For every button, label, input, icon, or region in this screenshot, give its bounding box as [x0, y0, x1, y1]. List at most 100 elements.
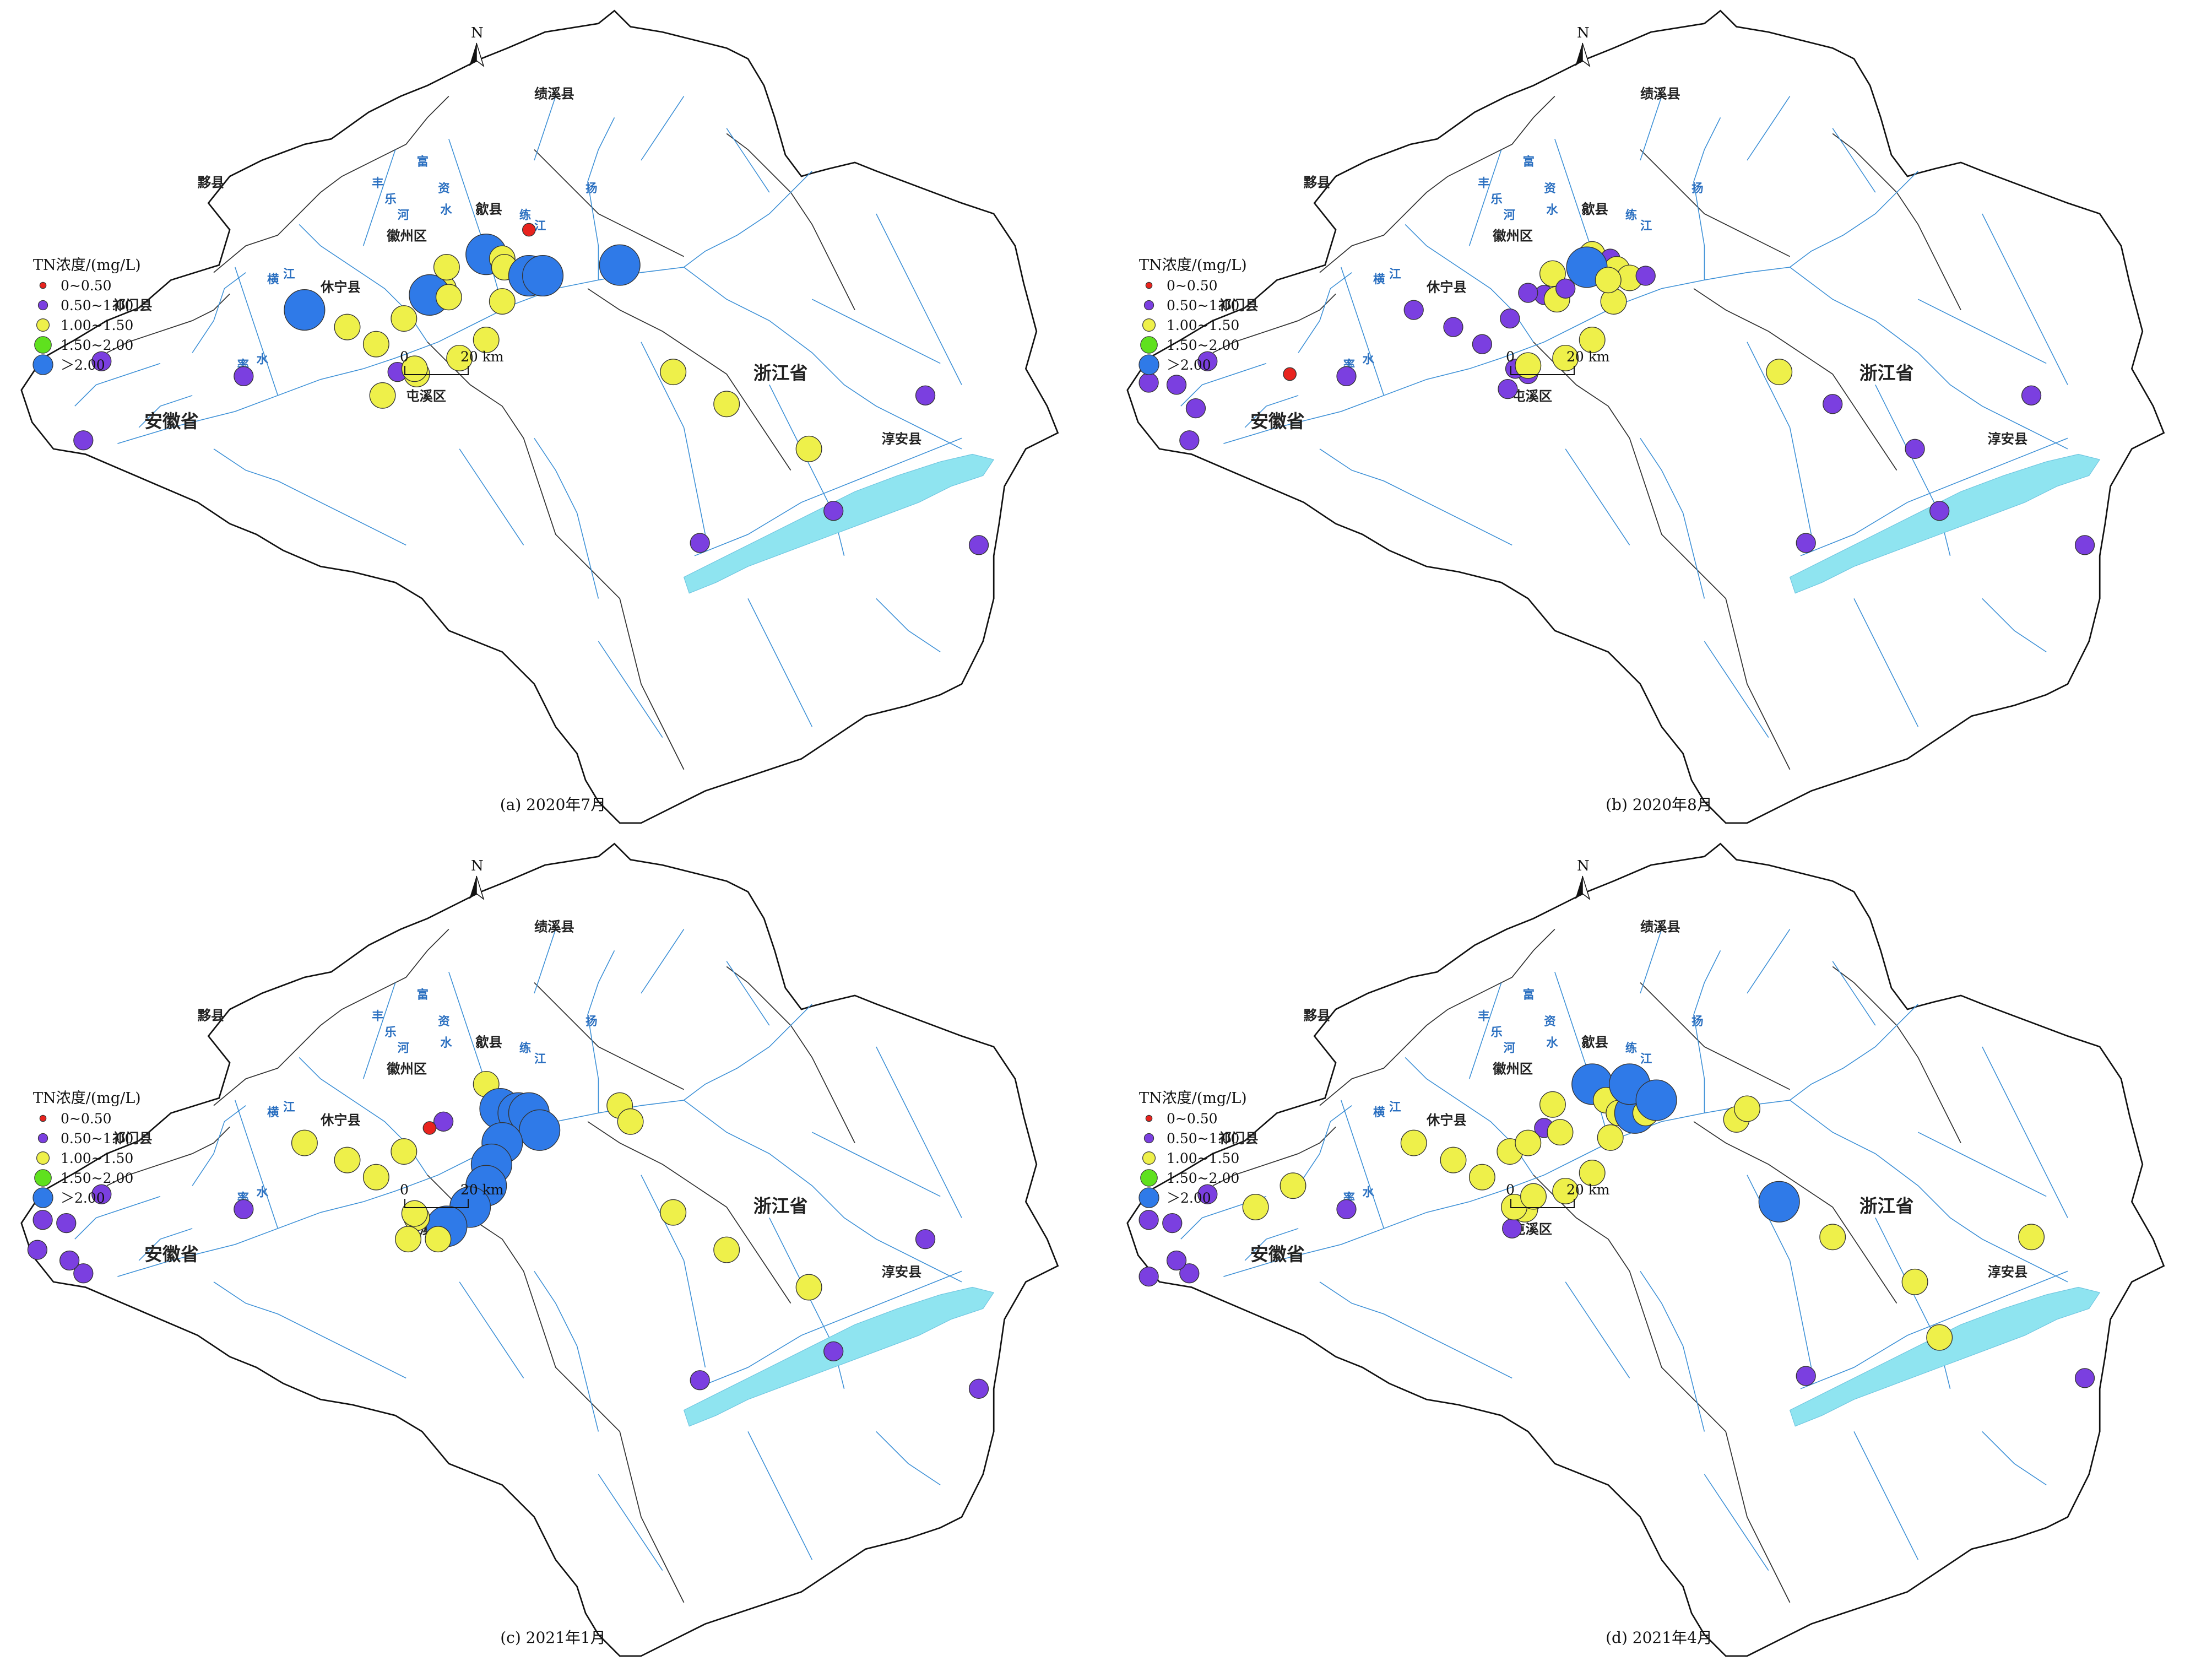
river-line	[138, 395, 193, 428]
river-label-heng: 江	[1389, 267, 1401, 281]
legend-swatch	[32, 354, 53, 375]
river-line	[278, 480, 406, 546]
river-line	[534, 1270, 599, 1432]
county-boundary	[544, 502, 685, 770]
river-label-fuzi: 资	[438, 1015, 450, 1029]
river-label-fuzi: 富	[1523, 988, 1535, 1002]
sample-site-marker	[1162, 1213, 1183, 1234]
river-line	[1790, 267, 2068, 450]
river-label-fengle: 乐	[1490, 193, 1502, 207]
sample-site-marker	[1515, 1129, 1542, 1156]
sample-site-marker	[915, 385, 936, 405]
sample-site-marker	[1197, 1184, 1218, 1204]
legend-swatch	[1145, 1115, 1153, 1122]
river-label-fuzi: 资	[1544, 1015, 1556, 1029]
place-label-huizhou: 徽州区	[386, 228, 427, 244]
river-label-fengle: 丰	[372, 1010, 383, 1024]
river-label-yang: 扬	[1691, 182, 1703, 196]
place-label-zhejiang: 浙江省	[1859, 1196, 1914, 1217]
legend-swatch	[1140, 1169, 1158, 1187]
legend-swatch	[37, 300, 48, 311]
scale-bar-line	[1510, 366, 1575, 375]
river-label-yang: 扬	[585, 182, 597, 196]
scale-bar-line	[404, 1199, 469, 1208]
river-line	[362, 149, 396, 246]
legend-item-label: ＞2.00	[61, 1190, 105, 1206]
river-label-lian: 江	[534, 219, 546, 233]
river-line	[1384, 1313, 1512, 1379]
sample-site-marker	[1498, 379, 1518, 399]
river-label-fengle: 乐	[384, 1026, 396, 1040]
place-label-yixian: 黟县	[198, 175, 225, 191]
sample-site-marker	[234, 366, 254, 387]
basin-boundary	[1126, 842, 2165, 1657]
sample-site-marker	[1515, 352, 1542, 379]
sample-site-marker	[1552, 344, 1579, 371]
sample-site-marker	[1520, 1183, 1547, 1210]
place-label-jixi: 绩溪县	[534, 85, 574, 101]
sample-site-marker	[433, 254, 460, 280]
place-label-huizhou: 徽州区	[1492, 1061, 1533, 1077]
county-boundary	[213, 176, 343, 273]
sample-site-marker	[660, 359, 687, 386]
river-line	[1341, 1100, 1385, 1229]
river-line	[1298, 272, 1352, 353]
legend-swatch	[1138, 354, 1159, 375]
scale-bar-end: 20 km	[460, 349, 504, 365]
river-label-fuzi: 水	[1546, 203, 1558, 217]
river-line	[1298, 1105, 1352, 1186]
legend-item-label: ＞2.00	[61, 357, 105, 373]
sample-site-marker	[284, 289, 326, 331]
sample-site-marker	[1819, 1224, 1846, 1251]
river-line	[1244, 1228, 1299, 1261]
county-boundary	[427, 1175, 546, 1336]
sample-site-marker	[422, 1121, 437, 1135]
sample-site-marker	[915, 1229, 936, 1250]
river-line	[747, 598, 813, 727]
river-line	[1918, 1132, 2047, 1197]
sample-site-marker	[1552, 1177, 1579, 1204]
river-line	[1790, 1003, 1918, 1101]
sample-site-marker	[1766, 359, 1793, 386]
north-arrow-icon	[469, 43, 476, 66]
river-line	[1704, 1474, 1769, 1571]
legend-item-label: 1.00~1.50	[61, 317, 133, 333]
river-line	[1790, 1100, 2068, 1283]
river-line	[641, 929, 685, 994]
river-label-fengle: 丰	[372, 177, 383, 191]
county-boundary	[192, 293, 230, 321]
place-label-shexian: 歙县	[475, 201, 502, 217]
legend-item-label: 0.50~1.00	[61, 298, 133, 313]
sample-site-marker	[1579, 1159, 1606, 1186]
sample-site-marker	[522, 223, 536, 237]
legend-title: TN浓度/(mg/L)	[33, 257, 141, 274]
north-arrow: N	[469, 858, 485, 901]
river-label-heng: 横	[267, 1106, 279, 1119]
river-label-heng: 江	[1389, 1100, 1401, 1114]
sample-site-marker	[1443, 317, 1463, 337]
river-line	[1468, 149, 1502, 246]
river-label-fuzi: 资	[1544, 182, 1556, 196]
panel-caption: (c) 2021年1月	[500, 1629, 606, 1647]
county-boundary	[1896, 192, 1961, 310]
county-boundary	[587, 1121, 791, 1304]
legend-swatch	[1142, 1151, 1156, 1165]
river-line	[1800, 437, 2068, 556]
sample-site-marker	[1440, 1146, 1467, 1173]
sample-site-marker	[1166, 1250, 1187, 1271]
legend-item-label: 1.50~2.00	[61, 1170, 133, 1186]
river-label-fengle: 丰	[1478, 1010, 1489, 1024]
sample-site-marker	[519, 1109, 561, 1151]
sample-site-marker	[1595, 267, 1622, 294]
sample-site-marker	[234, 1199, 254, 1220]
river-line	[235, 1100, 279, 1229]
place-label-shexian: 歙县	[475, 1034, 502, 1050]
county-boundary	[1832, 133, 1897, 193]
sample-site-marker	[1138, 1210, 1159, 1230]
river-line	[235, 267, 279, 396]
sample-site-marker	[1242, 1194, 1269, 1220]
scale-bar-start: 0	[1506, 349, 1515, 365]
panel-caption: (b) 2020年8月	[1606, 796, 1712, 814]
